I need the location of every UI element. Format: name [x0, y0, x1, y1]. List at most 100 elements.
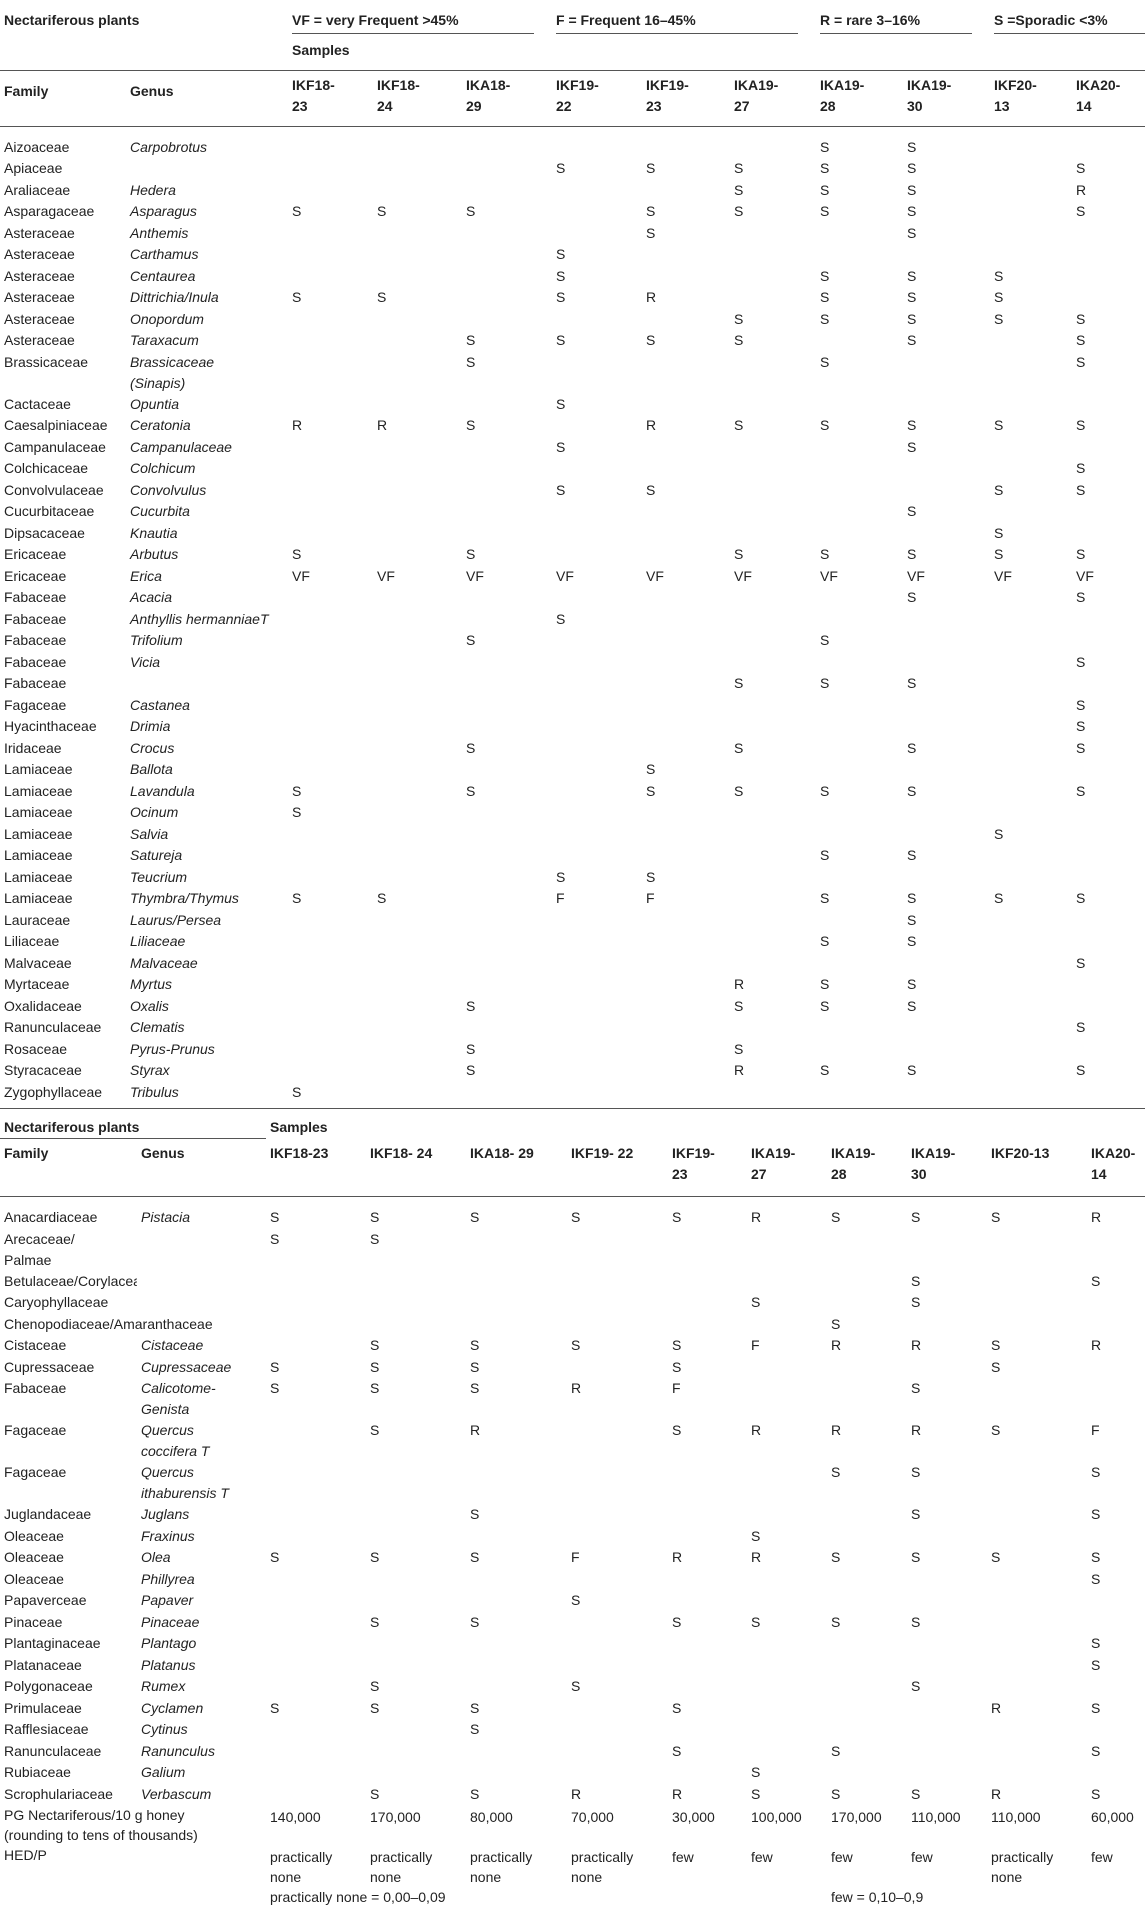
frequency-cell — [730, 244, 816, 266]
frequency-cell — [466, 1741, 567, 1763]
frequency-cell — [1087, 1357, 1145, 1379]
frequency-cell: S — [556, 481, 566, 498]
frequency-cell — [266, 1784, 366, 1806]
frequency-cell: S — [646, 160, 656, 176]
legend-frequent: F = Frequent 16–45% — [552, 0, 816, 34]
frequency-cell: S — [1076, 718, 1086, 734]
frequency-cell — [747, 1271, 827, 1293]
family-cell: Lamiaceae — [4, 761, 73, 777]
frequency-cell: S — [820, 997, 830, 1014]
frequency-cell: R — [292, 417, 303, 433]
genus-cell: Plantago — [141, 1635, 197, 1651]
frequency-cell: S — [556, 267, 566, 284]
frequency-cell — [816, 652, 903, 674]
frequency-cell — [816, 244, 903, 266]
frequency-cell — [462, 673, 552, 695]
genus-cell: Pyrus-Prunus — [130, 1040, 215, 1057]
frequency-cell — [552, 137, 642, 159]
frequency-cell: S — [820, 267, 830, 284]
family-cell: Zygophyllaceae — [4, 1083, 103, 1100]
frequency-cell: R — [991, 1699, 1002, 1716]
frequency-cell: S — [370, 1380, 380, 1396]
frequency-cell: S — [470, 1209, 480, 1225]
frequency-cell: R — [991, 1785, 1002, 1802]
frequency-cell — [466, 1462, 567, 1504]
family-cell: Myrtaceae — [4, 976, 70, 992]
frequency-cell: S — [831, 1549, 841, 1565]
family-cell: Fabaceae — [4, 589, 67, 605]
frequency-cell — [1087, 1676, 1145, 1698]
frequency-cell: R — [571, 1785, 582, 1802]
genus-cell: Rumex — [141, 1678, 186, 1694]
table-row: Lamiaceae Thymbra/Thymus S S F F S S S S — [0, 888, 1145, 910]
frequency-cell — [668, 1633, 747, 1655]
frequency-cell: S — [734, 546, 744, 562]
pollen-table-nectariferous-1: Nectariferous plants VF = very Frequent … — [0, 0, 1145, 1104]
genus-cell: Malvaceae — [130, 954, 198, 971]
sample-header: IKA19- 28 — [816, 70, 903, 127]
frequency-cell — [816, 609, 903, 631]
frequency-cell: S — [270, 1699, 280, 1716]
frequency-cell — [462, 931, 552, 953]
frequency-cell — [747, 1633, 827, 1655]
frequency-cell: S — [994, 546, 1004, 562]
frequency-cell — [373, 609, 462, 631]
frequency-cell — [816, 1082, 903, 1104]
frequency-cell — [373, 716, 462, 738]
table-row: Fagaceae Castanea S — [0, 695, 1145, 717]
frequency-cell — [642, 137, 730, 159]
frequency-cell — [1087, 1378, 1145, 1420]
family-cell: Asteraceae — [4, 310, 75, 327]
frequency-cell — [462, 609, 552, 631]
table-row: Fabaceae Calicotome- Genista S S S R F S — [0, 1378, 1145, 1420]
family-cell: Lamiaceae — [4, 868, 73, 885]
table-row: Fagaceae Quercus ithaburensis T S S S — [0, 1462, 1145, 1504]
frequency-cell — [466, 1590, 567, 1612]
frequency-cell — [990, 1060, 1072, 1082]
frequency-cell: R — [1091, 1337, 1102, 1353]
frequency-cell — [907, 1655, 987, 1677]
frequency-cell: S — [1076, 653, 1086, 670]
frequency-cell — [907, 1719, 987, 1741]
sample-header: IKA19- 27 — [730, 70, 816, 127]
table-row: Styracaceae Styrax S R S S S — [0, 1060, 1145, 1082]
frequency-cell — [990, 1082, 1072, 1104]
pg-row-value: 100,000 — [751, 1809, 802, 1825]
frequency-cell: S — [292, 782, 302, 799]
frequency-cell — [730, 223, 816, 245]
table-row: Pinaceae Pinaceae S S S S S S — [0, 1612, 1145, 1634]
legend-sporadic: S =Sporadic <3% — [990, 0, 1145, 34]
frequency-cell — [642, 352, 730, 394]
frequency-cell — [1072, 1039, 1145, 1061]
table-row: Convolvulaceae Convolvulus S S S S — [0, 480, 1145, 502]
family-cell: Araliaceae — [4, 181, 71, 198]
family-cell: Malvaceae — [4, 954, 72, 971]
family-cell: Pinaceae — [4, 1613, 63, 1630]
genus-cell: Drimia — [130, 718, 171, 734]
frequency-cell: S — [907, 589, 917, 605]
table-row: Papaverceae Papaver S — [0, 1590, 1145, 1612]
frequency-cell: S — [820, 976, 830, 992]
family-cell: Iridaceae — [4, 739, 62, 756]
frequency-cell — [462, 759, 552, 781]
frequency-cell — [642, 609, 730, 631]
frequency-cell — [567, 1741, 668, 1763]
frequency-cell: S — [1076, 203, 1086, 219]
frequency-cell — [668, 1292, 747, 1314]
frequency-cell — [366, 1633, 466, 1655]
frequency-cell: VF — [556, 567, 574, 584]
table-row: Fabaceae Vicia S — [0, 652, 1145, 674]
frequency-cell — [730, 587, 816, 609]
frequency-cell: R — [734, 976, 745, 992]
frequency-cell: S — [911, 1678, 921, 1694]
frequency-cell — [987, 1462, 1087, 1504]
frequency-cell: S — [571, 1209, 581, 1225]
table-row: Oleaceae Fraxinus S — [0, 1526, 1145, 1548]
table-row: Ranunculaceae Clematis S — [0, 1017, 1145, 1039]
frequency-cell — [987, 1271, 1087, 1293]
table-row: Campanulaceae Campanulaceae S S — [0, 437, 1145, 459]
frequency-cell — [907, 1357, 987, 1379]
frequency-cell — [288, 759, 373, 781]
frequency-cell: F — [646, 890, 655, 906]
genus-cell: Cyclamen — [141, 1699, 204, 1716]
